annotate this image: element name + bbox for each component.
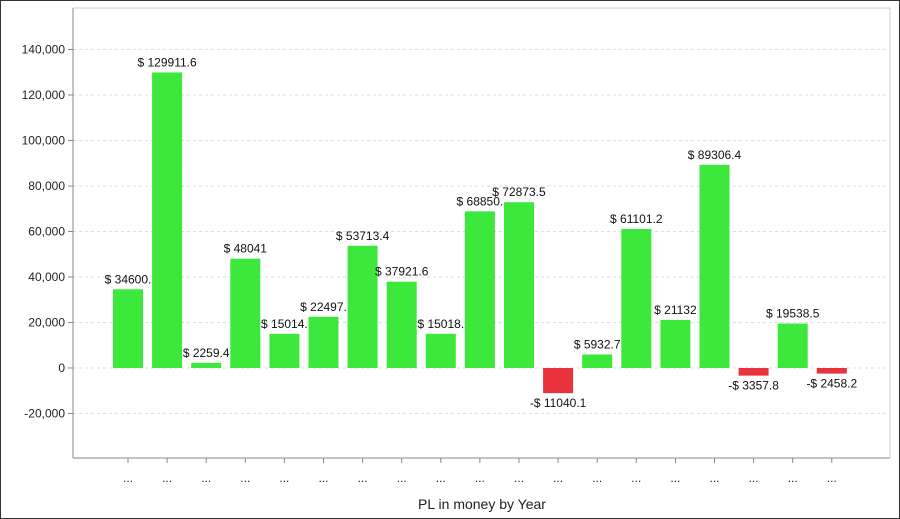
data-label: $ 5932.7	[574, 338, 621, 352]
bar	[816, 368, 847, 374]
data-label: $ 15014.	[261, 317, 308, 331]
x-tick-label: ...	[201, 471, 211, 485]
data-label: $ 2259.4	[183, 346, 230, 360]
x-tick-label: ...	[749, 471, 759, 485]
data-label: $ 61101.2	[610, 212, 663, 226]
y-tick-label: 40,000	[28, 270, 65, 284]
x-tick-label: ...	[788, 471, 798, 485]
x-tick-label: ...	[123, 471, 133, 485]
data-label: $ 34600.	[105, 272, 152, 286]
bar	[347, 245, 378, 368]
bar	[113, 289, 143, 368]
x-tick-labels: ........................................…	[123, 458, 837, 485]
bar	[230, 258, 261, 368]
x-tick-label: ...	[358, 471, 368, 485]
data-label: -$ 11040.1	[530, 396, 587, 410]
x-tick-label: ...	[631, 471, 641, 485]
y-tick-label: 100,000	[22, 134, 66, 148]
y-tick-label: 120,000	[22, 88, 66, 102]
x-tick-label: ...	[240, 471, 250, 485]
axes: -20,000 0 20,000 40,000 60,000 80,000 100,000 1…	[22, 7, 891, 459]
data-label: $ 37921.6	[375, 265, 429, 279]
x-tick-label: ...	[514, 471, 524, 485]
y-tick-label: -20,000	[24, 407, 65, 421]
bar	[738, 368, 769, 376]
data-label: -$ 3357.8	[728, 379, 779, 393]
bar	[777, 323, 808, 368]
y-tick-label: 20,000	[28, 316, 65, 330]
x-tick-label: ...	[475, 471, 485, 485]
x-tick-label: ...	[709, 471, 719, 485]
data-label: $ 129911.6	[138, 55, 197, 69]
x-tick-label: ...	[279, 471, 289, 485]
bar	[464, 211, 495, 368]
bar	[699, 164, 730, 368]
data-label: $ 72873.5	[492, 185, 546, 199]
bar	[152, 72, 183, 368]
bar	[504, 202, 534, 368]
data-label: $ 53713.4	[336, 229, 390, 243]
bar	[191, 362, 222, 368]
x-tick-label: ...	[592, 471, 602, 485]
data-label: $ 89306.4	[688, 148, 742, 162]
bar	[386, 281, 417, 368]
data-label: $ 48041	[224, 242, 268, 256]
data-label: $ 15018.	[417, 317, 464, 331]
bar	[543, 368, 574, 394]
x-axis-label: PL in money by Year	[418, 496, 546, 512]
bar	[660, 319, 691, 368]
bars	[113, 72, 847, 394]
bar	[269, 333, 300, 368]
x-tick-label: ...	[553, 471, 563, 485]
x-tick-label: ...	[670, 471, 680, 485]
x-tick-label: ...	[827, 471, 837, 485]
data-label: $ 22497.	[300, 300, 347, 314]
y-tick-label: 80,000	[28, 179, 65, 193]
data-label: $ 68850.	[457, 194, 504, 208]
y-tick-label: 0	[58, 361, 65, 375]
x-tick-label: ...	[318, 471, 328, 485]
y-tick-label: 60,000	[28, 225, 65, 239]
bar	[621, 228, 652, 368]
data-label: -$ 2458.2	[806, 377, 857, 391]
y-tick-label: 140,000	[22, 43, 66, 57]
x-tick-label: ...	[162, 471, 172, 485]
x-tick-label: ...	[397, 471, 407, 485]
bar	[582, 354, 613, 368]
data-label: $ 19538.5	[766, 307, 820, 321]
bar	[425, 333, 456, 368]
bar	[308, 316, 339, 368]
data-labels: $ 34600. $ 129911.6 $ 2259.4 $ 48041 $ 15014…	[105, 55, 858, 410]
x-tick-label: ...	[436, 471, 446, 485]
data-label: $ 21132	[654, 303, 697, 317]
